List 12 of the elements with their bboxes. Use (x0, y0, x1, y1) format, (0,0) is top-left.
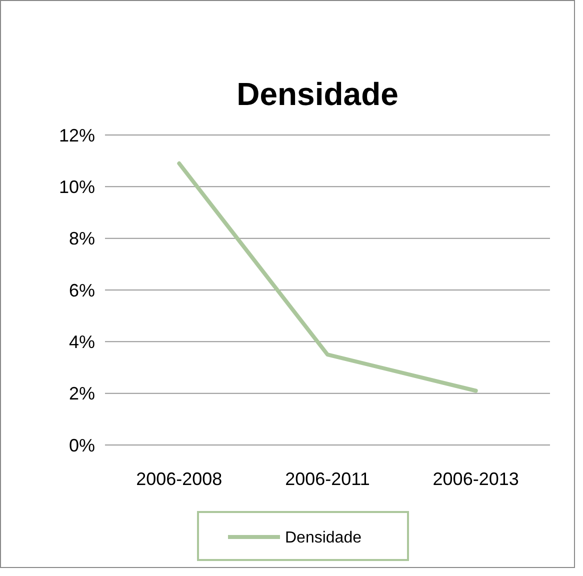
y-tick-label: 8% (68, 228, 95, 249)
y-tick-label: 0% (68, 435, 95, 456)
y-tick-label: 10% (58, 176, 95, 197)
y-tick-label: 12% (58, 125, 95, 146)
chart-title: Densidade (236, 76, 398, 112)
y-tick-label: 2% (68, 384, 95, 404)
x-tick-label: 2006-2008 (136, 469, 222, 489)
x-tick-label: 2006-2013 (432, 469, 519, 489)
x-tick-label: 2006-2011 (285, 469, 370, 489)
y-tick-label: 6% (68, 280, 95, 300)
y-tick-label: 4% (68, 332, 95, 352)
legend-label: Densidade (285, 530, 362, 547)
